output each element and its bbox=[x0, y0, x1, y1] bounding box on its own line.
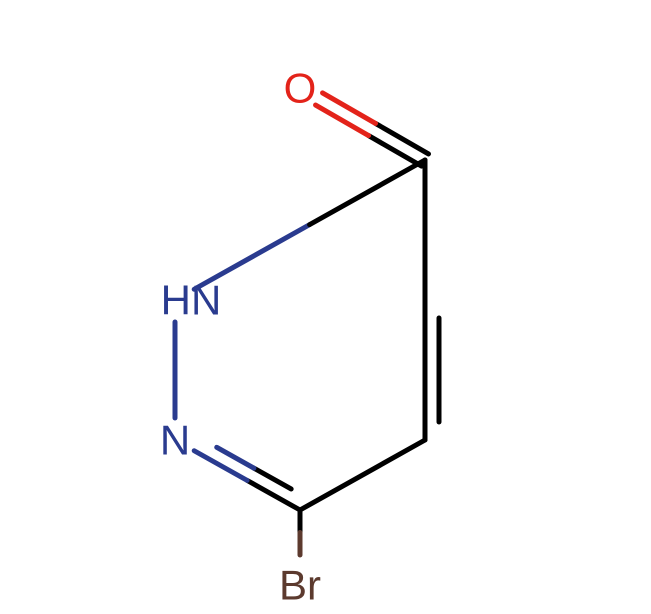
atom-label-O7: O bbox=[284, 65, 317, 112]
bond-C4-N5 bbox=[194, 447, 300, 510]
bond-C2-C3 bbox=[425, 300, 439, 440]
bond-C1-O7 bbox=[316, 93, 429, 166]
molecule-diagram: N HN O Br bbox=[0, 0, 651, 614]
atom-label-N6: HN bbox=[161, 277, 222, 324]
bonds-group bbox=[175, 93, 439, 555]
bond-N6-C1 bbox=[194, 160, 425, 289]
atom-label-N5: N bbox=[160, 417, 190, 464]
bond-C3-C4 bbox=[300, 440, 425, 510]
atom-label-Br8: Br bbox=[279, 562, 321, 609]
atoms-group: N HN O Br bbox=[160, 65, 321, 609]
